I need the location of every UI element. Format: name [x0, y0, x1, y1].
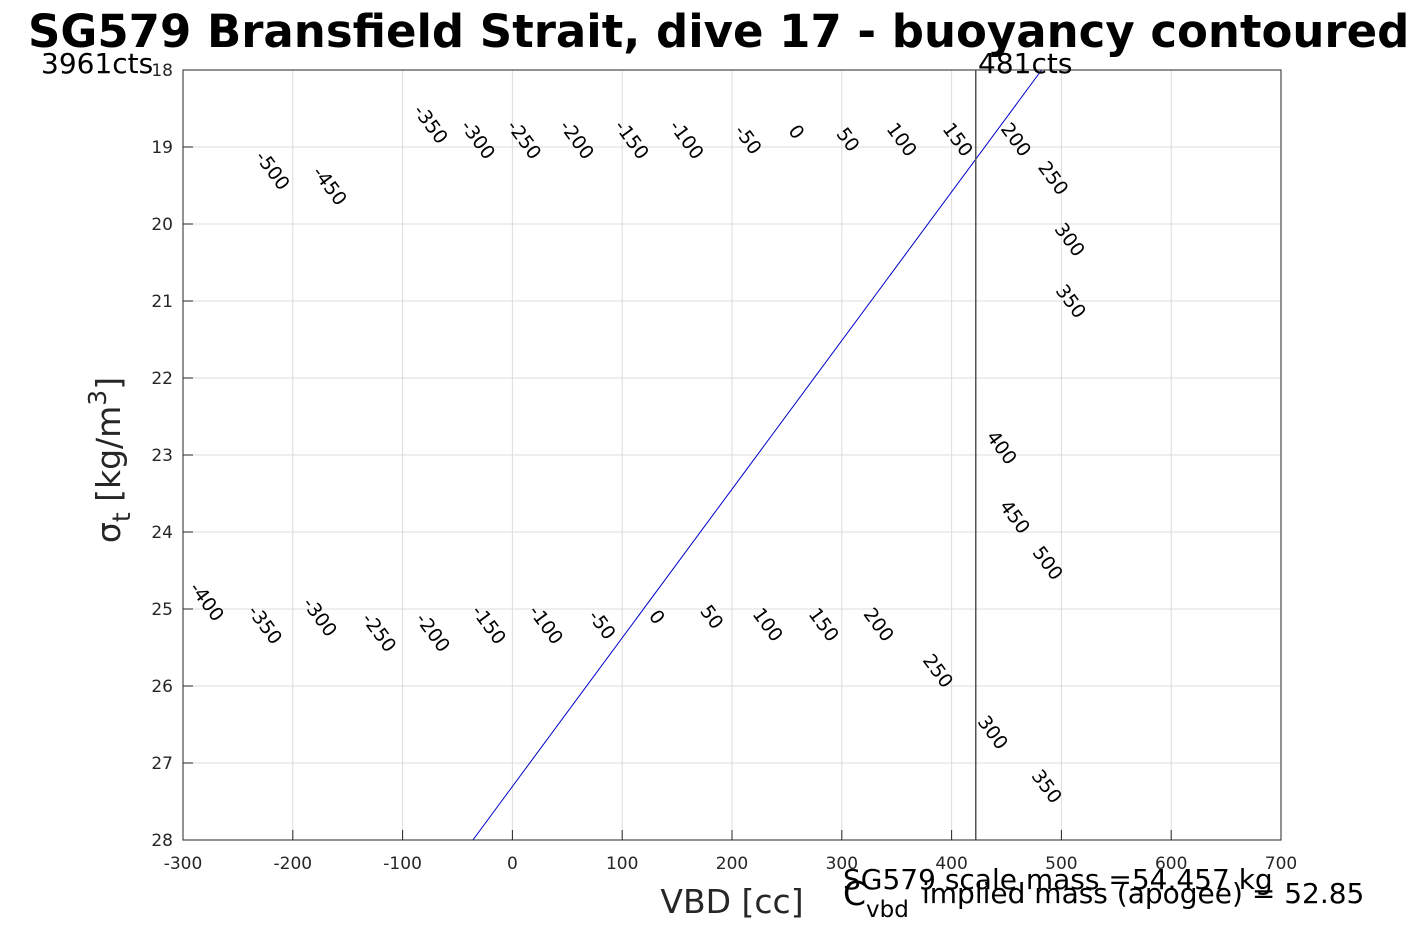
- x-tick-label: 300: [826, 854, 858, 874]
- y-tick-label: 23: [151, 446, 173, 466]
- x-tick-label: 600: [1155, 854, 1187, 874]
- y-axis-label: σt [kg/m3]: [83, 377, 136, 543]
- y-tick-label: 19: [151, 138, 173, 158]
- chart-title: SG579 Bransfield Strait, dive 17 - buoya…: [28, 5, 1409, 58]
- y-tick-label: 21: [151, 292, 173, 312]
- contour-lines: [472, 70, 1043, 840]
- y-tick-label: 28: [151, 831, 173, 851]
- corner-label-left: 3961cts: [41, 47, 153, 80]
- contour-line: [472, 70, 1043, 840]
- y-axis-label-superscript: 3: [83, 390, 112, 406]
- x-tick-label: -100: [383, 854, 422, 874]
- x-tick-label: -200: [274, 854, 313, 874]
- x-axis-label: VBD [cc]: [660, 882, 803, 921]
- y-tick-label: 22: [151, 369, 173, 389]
- x-tick-label: -300: [164, 854, 203, 874]
- y-tick-label: 27: [151, 754, 173, 774]
- x-tick-label: 200: [716, 854, 748, 874]
- implied-mass-text: implied mass (apogee) = 52.85: [922, 877, 1364, 910]
- x-tick-label: 400: [935, 854, 967, 874]
- y-tick-label: 25: [151, 600, 173, 620]
- x-tick-label: 700: [1265, 854, 1297, 874]
- y-axis-label-symbol: σ: [89, 522, 128, 543]
- axis-ticks: -300 -200 -100 0 100 200 300 400 500 600 700 18 19 20…: [151, 61, 1297, 874]
- cvbd-symbol-subscript: vbd: [866, 897, 909, 923]
- x-tick-label: 100: [606, 854, 638, 874]
- x-tick-label: 0: [507, 854, 518, 874]
- y-axis-label-units: [kg/m: [89, 406, 128, 513]
- y-tick-label: 20: [151, 215, 173, 235]
- y-axis-label-subscript: t: [107, 512, 136, 522]
- corner-label-right: 481cts: [978, 47, 1072, 80]
- cvbd-symbol-letter: C: [843, 874, 866, 913]
- scale-mass-text: SG579 scale mass =54.457 kg: [843, 863, 1273, 896]
- y-axis-label-close: ]: [89, 377, 128, 390]
- x-tick-label: 500: [1045, 854, 1077, 874]
- y-tick-label: 24: [151, 523, 173, 543]
- cvbd-symbol: Cvbd: [843, 874, 909, 923]
- y-tick-label: 18: [151, 61, 173, 81]
- y-tick-label: 26: [151, 677, 173, 697]
